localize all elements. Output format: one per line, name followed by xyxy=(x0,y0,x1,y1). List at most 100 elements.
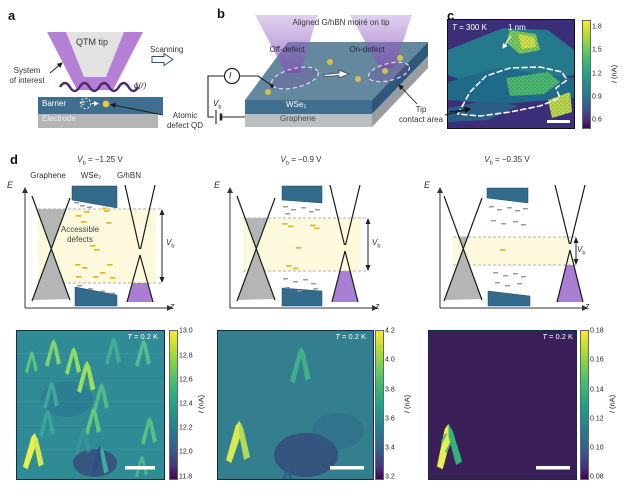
inaccessible-defect-levels xyxy=(489,206,528,287)
scan-image-3 xyxy=(428,330,577,480)
colorbar-tick: 0.16 xyxy=(590,356,604,364)
energy-axis-label: E xyxy=(214,180,221,190)
colorbar-tick: 12.8 xyxy=(179,352,193,360)
wse2-conduction-band xyxy=(71,185,118,209)
vb-arrowhead-top xyxy=(159,209,165,215)
diagram2-title: Vb = −0.9 V xyxy=(280,155,322,167)
graphene-front-face xyxy=(245,114,372,127)
band-diagram-1 xyxy=(22,184,173,311)
moire-features xyxy=(434,423,463,470)
colorbar-tick: 0.08 xyxy=(590,473,604,481)
ghbn-cone-line xyxy=(569,249,584,303)
scan-image-1 xyxy=(16,330,165,480)
graphene-filled-states-lower xyxy=(237,248,275,300)
accessible-defects-line2: defects xyxy=(67,235,93,244)
one-nm-arrow xyxy=(502,35,512,49)
colorbar-axis-label: I (nA) xyxy=(196,394,206,414)
contact-ellipse-on xyxy=(367,61,411,83)
defect-dot xyxy=(382,68,388,74)
scan2-temperature: T = 0.2 K xyxy=(335,332,366,341)
wse2-conduction-band xyxy=(486,187,529,204)
z-axis-label: z xyxy=(585,301,590,311)
wse2-front-face xyxy=(245,100,372,114)
barrier-layer xyxy=(38,97,163,114)
ghbn-cone-line xyxy=(126,254,141,303)
vb-arrowhead-top xyxy=(365,218,371,224)
tip-contact-label-line1: Tip xyxy=(415,105,427,114)
z-axis-label: z xyxy=(170,301,175,311)
accessible-defect-levels xyxy=(75,207,116,279)
scale-bar xyxy=(125,466,155,470)
electron-label: e⁻ xyxy=(81,99,89,107)
graphene-filled-states-lower xyxy=(32,248,70,300)
scale-bar xyxy=(330,466,364,470)
tip-on-defect xyxy=(350,15,412,68)
electrode-layer xyxy=(38,114,158,128)
system-label-line1: System xyxy=(13,66,41,75)
circuit-wire-top xyxy=(239,75,272,86)
scan-dark-region xyxy=(274,433,338,477)
inaccessible-defect-levels xyxy=(283,206,320,292)
panel-letter-d: d xyxy=(10,152,18,167)
colorbar-tick: 12.0 xyxy=(179,448,193,456)
scan1-colorbar: 13.0 12.8 12.6 12.4 12.2 12.0 11.8 I (nA… xyxy=(169,327,211,480)
column-label-graphene: Graphene xyxy=(30,171,66,180)
qtm-tip-core xyxy=(66,32,124,77)
colorbar-gradient xyxy=(169,330,178,480)
vb-label-1: Vb xyxy=(166,238,175,250)
scan-dark-region xyxy=(312,413,364,449)
vb-label-2: Vb xyxy=(372,238,381,250)
energy-axis-label: E xyxy=(424,180,431,190)
colorbar-tick: 12.6 xyxy=(179,376,193,384)
accessible-defect-levels xyxy=(282,223,320,270)
vb-arrowhead-bottom xyxy=(573,259,579,265)
colorbar-tick: 4.0 xyxy=(385,356,395,364)
panel-c-image xyxy=(447,19,575,129)
ghbn-cone-line xyxy=(554,184,571,245)
ghbn-cone-line xyxy=(139,254,154,303)
colorbar-tick: 3.8 xyxy=(385,386,395,394)
colorbar-axis-label: I (nA) xyxy=(609,64,619,83)
vb-arrowhead-bottom xyxy=(159,277,165,283)
tip-contact-contour xyxy=(456,66,569,117)
energy-axis-label: E xyxy=(7,180,14,190)
ammeter-circle xyxy=(223,67,241,85)
colorbar-tick: 0.14 xyxy=(590,386,604,394)
bias-window xyxy=(453,237,572,265)
scanning-arrow xyxy=(151,52,174,67)
barrier-label: Barrier xyxy=(42,99,67,108)
bias-voltage-label: Vb xyxy=(213,99,221,111)
terrace-band-3 xyxy=(448,100,518,122)
diagram1-title: Vb = −1.25 V xyxy=(77,155,123,167)
defect-qd-dot xyxy=(102,100,110,108)
column-label-ghbn: G/hBN xyxy=(116,171,141,180)
colorbar-tick: 3.2 xyxy=(385,473,395,481)
wse2-valence-band xyxy=(487,290,531,307)
defect-dot xyxy=(397,55,403,61)
colorbar-tick: 12.2 xyxy=(179,424,193,432)
colorbar-tick: 12.4 xyxy=(179,400,193,408)
scan3-temperature: T = 0.2 K xyxy=(542,332,573,341)
potential-wave xyxy=(58,81,140,93)
ghbn-cone-line xyxy=(139,184,156,250)
scan-background xyxy=(429,331,576,479)
ghbn-cone-line xyxy=(331,250,346,303)
colorbar-tick: 0.9 xyxy=(592,93,602,100)
scale-bar xyxy=(547,120,570,123)
inaccessible-defect-levels xyxy=(74,202,115,294)
graphene-filled-states-upper xyxy=(36,209,66,249)
colorbar-axis-label: I (nA) xyxy=(607,394,617,414)
wse2-valence-band xyxy=(74,286,118,307)
electron-dashed-circle xyxy=(79,97,92,110)
colorbar-gradient xyxy=(582,20,591,129)
graphene-cone-line xyxy=(31,197,71,302)
accessible-defects-line1: Accessible xyxy=(60,225,100,234)
colorbar-gradient xyxy=(580,330,589,480)
panel-c-temperature: T = 300 K xyxy=(452,23,487,32)
off-defect-label: Off-defect xyxy=(269,45,305,54)
v-symbol: V xyxy=(213,99,219,108)
vb-arrowhead-top xyxy=(573,237,579,243)
one-nm-label: 1 nm xyxy=(508,23,526,32)
graphene-cone-line xyxy=(236,197,276,302)
colorbar-tick: 13.0 xyxy=(179,327,193,335)
